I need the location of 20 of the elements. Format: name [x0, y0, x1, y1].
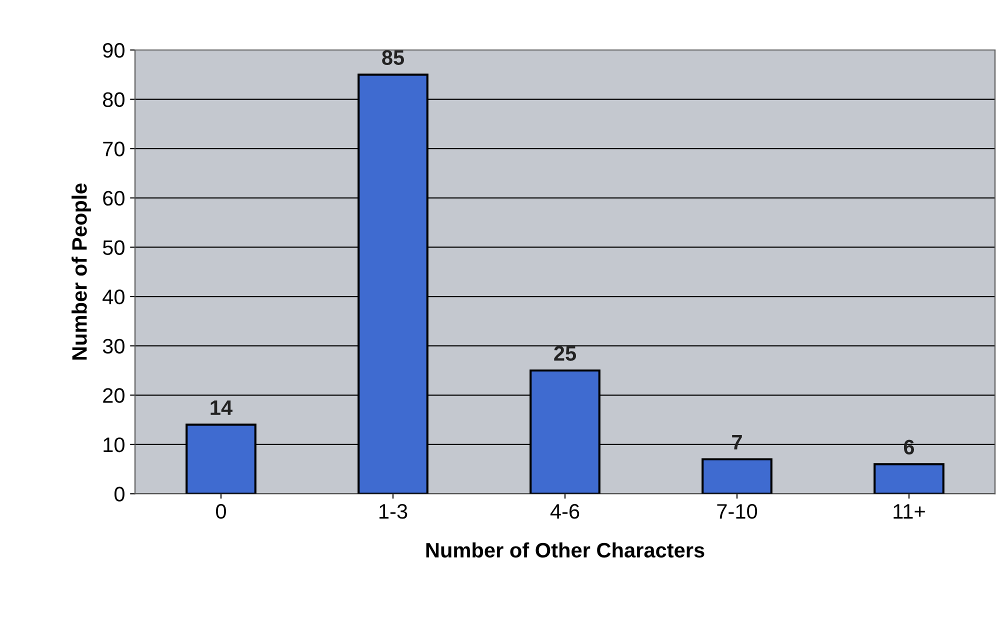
y-tick-label: 50 [102, 240, 124, 255]
y-tick-label: 40 [102, 290, 124, 304]
y-tick-label: 60 [103, 190, 124, 206]
y-tick-label: 70 [103, 142, 124, 156]
x-tick-label: 1-3 [380, 504, 408, 519]
x-axis-title: Number of Other Characters [426, 542, 704, 558]
y-tick-label: 80 [103, 92, 124, 108]
data-label: 25 [554, 346, 576, 361]
data-label: 85 [382, 50, 404, 65]
y-tick-label: 20 [103, 388, 124, 403]
x-tick-label: 11+ [894, 504, 925, 519]
y-tick-label: 0 [114, 486, 124, 502]
y-tick-label: 30 [102, 338, 124, 354]
y-tick-label: 10 [104, 437, 124, 452]
y-tick-label: 90 [103, 43, 124, 58]
x-tick-label: 4-6 [550, 504, 580, 519]
x-tick-label: 0 [216, 504, 226, 519]
data-label: 14 [210, 400, 232, 415]
x-tick-label: 7-10 [717, 504, 758, 519]
y-axis-title: Number of People [72, 183, 91, 360]
